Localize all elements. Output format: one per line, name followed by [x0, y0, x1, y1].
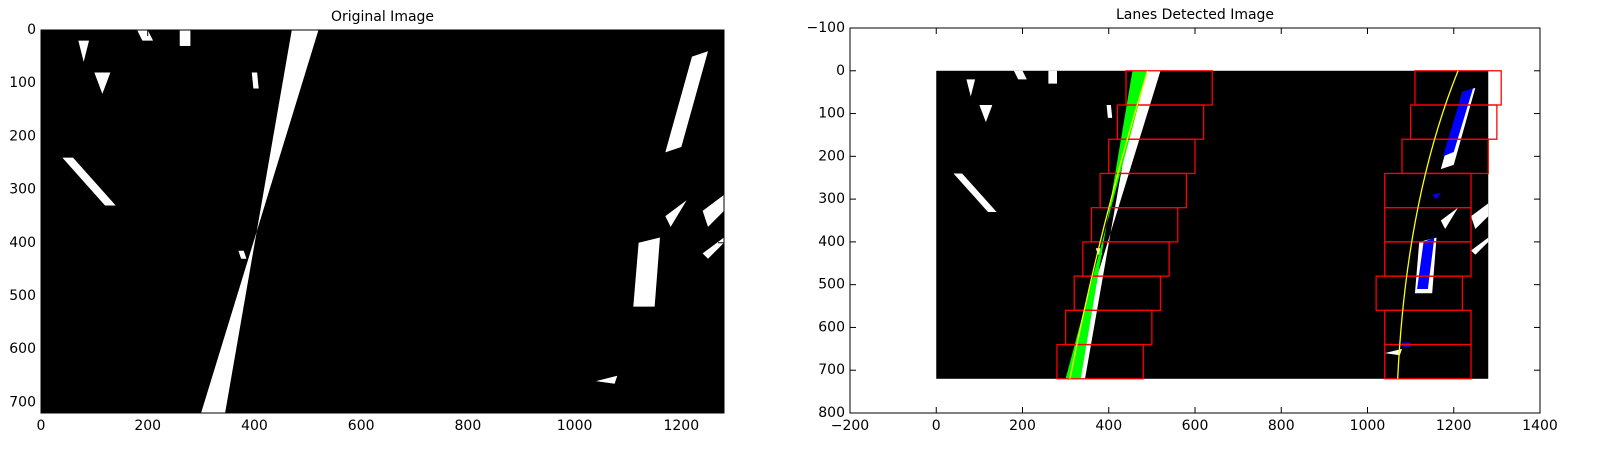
- chart-title: Original Image: [331, 9, 434, 25]
- y-tick-label: 200: [9, 128, 36, 144]
- x-tick-label: 200: [134, 418, 161, 434]
- x-tick-label: 400: [241, 418, 268, 434]
- y-tick-label: 0: [836, 63, 845, 79]
- search-windows: [1056, 70, 1502, 380]
- x-tick-label: 1400: [1522, 418, 1558, 434]
- y-tick-label: 600: [9, 341, 36, 357]
- x-tick-label: 600: [1182, 418, 1209, 434]
- x-tick-label: 1200: [663, 418, 699, 434]
- panel: Lanes Detected Image −200 0 200 400 600 800 100…: [807, 7, 1558, 434]
- x-tick-label: 0: [932, 418, 941, 434]
- x-tick-label: −200: [831, 418, 869, 434]
- image: [41, 30, 724, 413]
- left-fit: [1069, 70, 1149, 379]
- y-tick-label: 700: [818, 362, 845, 378]
- y-tick-label: 400: [9, 235, 36, 251]
- y-tick-label: 200: [818, 148, 845, 164]
- x-tick-label: 800: [455, 418, 482, 434]
- y-tick-label: 700: [9, 394, 36, 410]
- x-tick-label: 1200: [1436, 418, 1472, 434]
- panel: Original Image 0 200 400 600 800 1000 1200 0 100 2…: [9, 9, 725, 434]
- x-tick-label: 400: [1095, 418, 1122, 434]
- y-tick-label: 100: [9, 75, 36, 91]
- image: [936, 70, 1502, 380]
- y-tick-label: 400: [818, 234, 845, 250]
- y-tick-label: 0: [27, 22, 36, 38]
- y-tick-label: 800: [818, 405, 845, 421]
- x-tick-label: 1000: [1350, 418, 1386, 434]
- chart-title: Lanes Detected Image: [1116, 7, 1274, 23]
- x-tick-label: 200: [1009, 418, 1036, 434]
- y-tick-label: 500: [9, 288, 36, 304]
- x-tick-label: 600: [348, 418, 375, 434]
- y-tick-label: −100: [807, 20, 845, 36]
- y-tick-label: 300: [818, 191, 845, 207]
- y-tick-label: 600: [818, 319, 845, 335]
- y-tick-label: 100: [818, 106, 845, 122]
- y-tick-label: 300: [9, 182, 36, 198]
- x-tick-label: 800: [1268, 418, 1295, 434]
- right-fit: [1397, 70, 1459, 379]
- axes-frame: [40, 29, 725, 414]
- x-tick-label: 1000: [557, 418, 593, 434]
- x-tick-label: 0: [37, 418, 46, 434]
- y-tick-label: 500: [818, 277, 845, 293]
